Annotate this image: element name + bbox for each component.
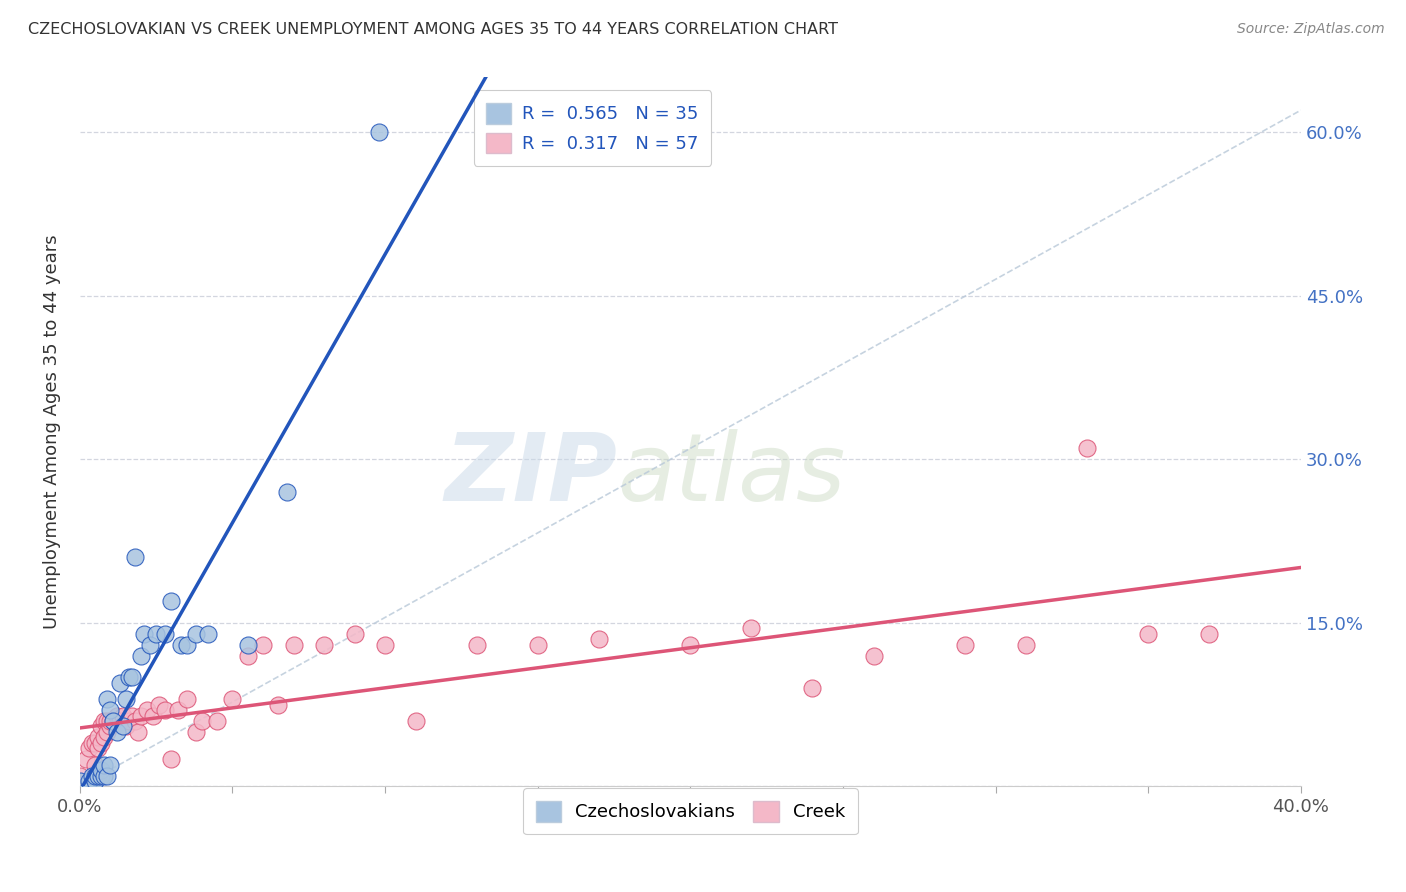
Legend: Czechoslovakians, Creek: Czechoslovakians, Creek [523,788,858,834]
Point [801,681,824,696]
Point [118,670,141,684]
Point [69,768,91,782]
Point [169,638,191,652]
Point [740,621,762,635]
Point [77,741,100,756]
Point [405,714,427,728]
Point [312,638,335,652]
Point [96,692,118,706]
Point [90,736,112,750]
Text: Source: ZipAtlas.com: Source: ZipAtlas.com [1237,22,1385,37]
Point [129,648,152,663]
Point [114,692,136,706]
Point [145,626,167,640]
Point [155,703,177,717]
Point [129,708,152,723]
Point [124,550,146,565]
Point [90,768,112,782]
Point [111,719,134,733]
Point [207,714,229,728]
Point [176,638,198,652]
Point [75,752,97,766]
Point [77,774,100,789]
Point [588,632,610,647]
Point [84,774,107,789]
Point [139,638,162,652]
Point [155,626,177,640]
Point [114,719,136,733]
Point [80,736,103,750]
Point [108,714,131,728]
Point [90,763,112,777]
Point [100,703,122,717]
Point [1076,442,1098,456]
Text: ZIP: ZIP [444,428,617,521]
Point [84,736,107,750]
Point [236,638,259,652]
Point [111,708,134,723]
Point [93,768,115,782]
Point [84,768,107,782]
Point [118,714,141,728]
Point [100,719,122,733]
Point [105,725,128,739]
Point [87,731,110,745]
Point [124,714,146,728]
Point [121,670,143,684]
Point [953,638,976,652]
Point [236,648,259,663]
Point [148,698,170,712]
Point [100,757,122,772]
Point [526,638,548,652]
Point [160,594,183,608]
Point [283,638,305,652]
Point [93,757,115,772]
Point [1137,626,1160,640]
Point [862,648,884,663]
Point [93,731,115,745]
Point [90,719,112,733]
Point [84,757,107,772]
Point [184,725,207,739]
Point [96,714,118,728]
Point [96,768,118,782]
Point [160,752,183,766]
Point [121,708,143,723]
Point [252,638,274,652]
Point [197,626,219,640]
Point [103,714,125,728]
Point [343,626,366,640]
Point [132,626,155,640]
Point [87,768,110,782]
Point [221,692,243,706]
Text: CZECHOSLOVAKIAN VS CREEK UNEMPLOYMENT AMONG AGES 35 TO 44 YEARS CORRELATION CHAR: CZECHOSLOVAKIAN VS CREEK UNEMPLOYMENT AM… [28,22,838,37]
Point [80,768,103,782]
Point [69,774,91,789]
Point [374,638,396,652]
Y-axis label: Unemployment Among Ages 35 to 44 years: Unemployment Among Ages 35 to 44 years [44,235,60,629]
Point [87,741,110,756]
Point [176,692,198,706]
Point [679,638,702,652]
Point [127,725,149,739]
Point [142,708,165,723]
Point [105,708,128,723]
Point [166,703,188,717]
Point [368,125,391,139]
Point [93,714,115,728]
Text: atlas: atlas [617,429,845,520]
Point [103,714,125,728]
Point [96,725,118,739]
Point [108,676,131,690]
Point [267,698,290,712]
Point [136,703,159,717]
Point [100,714,122,728]
Point [1198,626,1220,640]
Point [184,626,207,640]
Point [276,485,298,500]
Point [465,638,488,652]
Point [1015,638,1038,652]
Point [191,714,214,728]
